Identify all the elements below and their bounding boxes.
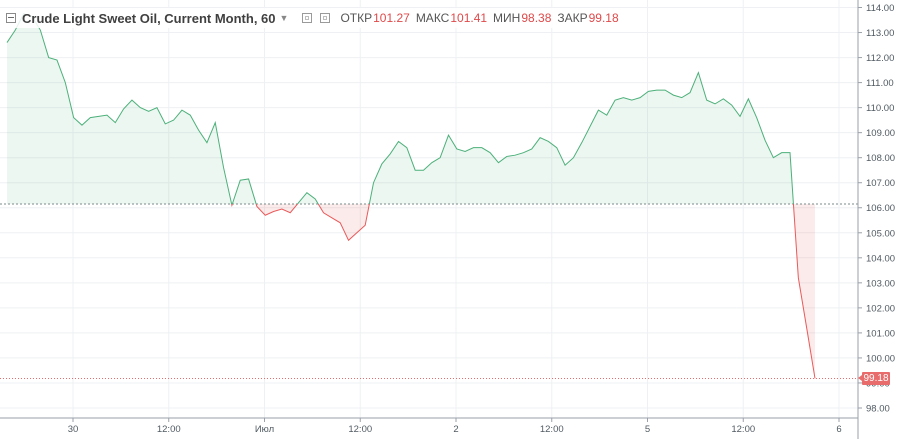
x-tick-label: 6: [836, 424, 841, 435]
y-tick-label: 105.00: [866, 228, 895, 239]
chevron-down-icon[interactable]: ▼: [279, 13, 289, 23]
x-tick-label: 2: [453, 424, 458, 435]
y-tick-label: 98.00: [866, 403, 890, 414]
price-area: [7, 13, 815, 379]
collapse-icon[interactable]: [6, 13, 16, 23]
close-value: 99.18: [588, 11, 619, 25]
ohlc-values: ОТКР101.27 МАКС101.41 МИН98.38 ЗАКР99.18: [340, 11, 618, 25]
close-label: ЗАКР: [557, 11, 588, 25]
y-tick-label: 107.00: [866, 178, 895, 189]
y-tick-label: 106.00: [866, 203, 895, 214]
y-tick-label: 111.00: [866, 78, 894, 89]
last-price-tag: 99.18: [858, 371, 890, 385]
y-tick-label: 101.00: [866, 328, 895, 339]
y-tick-label: 114.00: [866, 3, 894, 14]
y-tick-label: 108.00: [866, 153, 895, 164]
symbol-title[interactable]: Crude Light Sweet Oil, Current Month, 60: [22, 10, 276, 26]
high-label: МАКС: [415, 11, 450, 25]
y-tick-label: 109.00: [866, 128, 895, 139]
time-axis[interactable]: 30 12:00 Июл 12:00 2 12:00 5 12:00 6: [0, 417, 858, 435]
y-tick-label: 110.00: [866, 103, 894, 114]
open-value: 101.27: [373, 11, 410, 25]
x-tick-label: 30: [68, 424, 79, 435]
y-tick-label: 103.00: [866, 278, 895, 289]
x-tick-label: 12:00: [731, 424, 755, 435]
high-value: 101.41: [450, 11, 488, 25]
chart-grid: [0, 0, 858, 418]
x-tick-label: 12:00: [348, 424, 372, 435]
x-tick-label: 5: [645, 424, 650, 435]
y-tick-label: 104.00: [866, 253, 895, 264]
low-value: 98.38: [521, 11, 552, 25]
low-label: МИН: [493, 11, 521, 25]
format-square-icon[interactable]: [320, 13, 331, 23]
y-tick-label: 113.00: [866, 28, 894, 39]
open-label: ОТКР: [340, 11, 373, 25]
x-tick-label: 12:00: [540, 424, 564, 435]
area-above-baseline: [7, 13, 815, 204]
x-tick-label: Июл: [255, 424, 274, 435]
x-tick-label: 12:00: [157, 424, 181, 435]
chart-header: Crude Light Sweet Oil, Current Month, 60…: [6, 8, 619, 28]
y-tick-label: 100.00: [866, 353, 895, 364]
price-line: [6, 13, 794, 204]
settings-square-icon[interactable]: [302, 13, 313, 23]
y-tick-label: 102.00: [866, 303, 895, 314]
y-tick-label: 112.00: [866, 53, 894, 64]
reference-lines: [0, 203, 858, 379]
